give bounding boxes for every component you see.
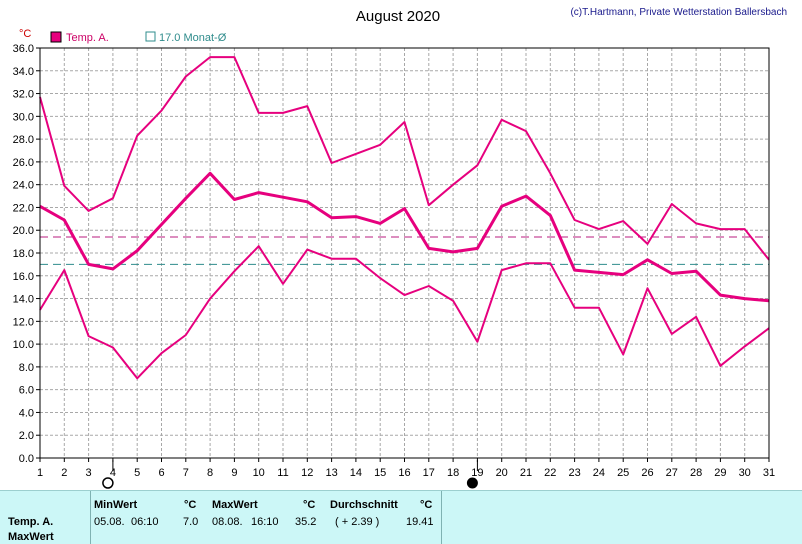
y-tick-label: 34.0: [13, 66, 34, 78]
avg-value: 19.41: [406, 516, 434, 528]
max-date: 08.08.: [212, 516, 243, 528]
x-tick-label: 31: [763, 467, 775, 479]
y-tick-label: 24.0: [13, 180, 34, 192]
x-tick-label: 14: [350, 467, 362, 479]
legend-label-month-avg: 17.0 Monat-Ø: [159, 32, 227, 44]
y-tick-label: 0.0: [19, 453, 34, 465]
row-sublabel: MaxWert: [8, 531, 54, 543]
x-tick-label: 1: [37, 467, 43, 479]
x-tick-label: 27: [666, 467, 678, 479]
y-tick-label: 16.0: [13, 271, 34, 283]
x-tick-label: 18: [447, 467, 459, 479]
x-tick-label: 15: [374, 467, 386, 479]
y-tick-label: 22.0: [13, 202, 34, 214]
min-date: 05.08.: [94, 516, 125, 528]
y-tick-label: 30.0: [13, 111, 34, 123]
x-tick-label: 17: [423, 467, 435, 479]
temperature-chart: 0.0 2.0 4.0 6.0 8.0 10.0 12.0 14.0 16.0 18.0 20.0 2…: [0, 0, 802, 490]
x-tick-label: 16: [398, 467, 410, 479]
chart-title: August 2020: [356, 8, 440, 25]
x-tick-label: 25: [617, 467, 629, 479]
avg-unit: °C: [420, 499, 433, 511]
statistics-panel: MinWert °C MaxWert °C Durchschnitt °C Te…: [0, 490, 802, 544]
series-lines: [39, 56, 770, 380]
x-tick-label: 24: [593, 467, 605, 479]
y-tick-label: 14.0: [13, 294, 34, 306]
y-tick-label: 10.0: [13, 339, 34, 351]
min-header: MinWert: [94, 499, 138, 511]
x-tick-label: 5: [134, 467, 140, 479]
y-unit-label: °C: [19, 28, 31, 40]
full-moon-icon: [102, 477, 114, 489]
y-axis-ticks: 0.0 2.0 4.0 6.0 8.0 10.0 12.0 14.0 16.0 18.0 20.0 2…: [13, 43, 40, 465]
x-tick-label: 2: [61, 467, 67, 479]
x-tick-label: 21: [520, 467, 532, 479]
x-tick-label: 3: [86, 467, 92, 479]
y-tick-label: 32.0: [13, 89, 34, 101]
x-tick-label: 19: [471, 467, 483, 479]
chart-background: [0, 0, 802, 490]
y-tick-label: 12.0: [13, 316, 34, 328]
legend: Temp. A. 17.0 Monat-Ø: [50, 31, 227, 44]
y-tick-label: 28.0: [13, 134, 34, 146]
x-tick-label: 20: [496, 467, 508, 479]
x-tick-label: 30: [739, 467, 751, 479]
max-unit: °C: [303, 499, 316, 511]
series-line-min: [39, 245, 770, 380]
x-tick-label: 10: [253, 467, 265, 479]
panel-divider: [90, 491, 91, 544]
y-tick-label: 2.0: [19, 430, 34, 442]
min-value: 7.0: [183, 516, 199, 528]
row-label: Temp. A.: [8, 516, 54, 528]
max-value: 35.2: [295, 516, 317, 528]
x-tick-label: 28: [690, 467, 702, 479]
y-tick-label: 18.0: [13, 248, 34, 260]
chart-grid: [40, 48, 769, 458]
series-line-mean: [39, 171, 770, 303]
new-moon-icon: [466, 477, 478, 489]
max-header: MaxWert: [212, 499, 258, 511]
min-time: 06:10: [131, 516, 159, 528]
max-time: 16:10: [251, 516, 279, 528]
x-tick-label: 9: [231, 467, 237, 479]
legend-swatch-month-avg: [145, 31, 156, 42]
reference-lines: [40, 236, 769, 265]
x-tick-label: 26: [641, 467, 653, 479]
y-tick-label: 4.0: [19, 407, 34, 419]
y-tick-label: 36.0: [13, 43, 34, 55]
x-tick-label: 13: [325, 467, 337, 479]
y-tick-label: 20.0: [13, 225, 34, 237]
moon-phase-markers: [102, 460, 478, 489]
x-tick-label: 23: [568, 467, 580, 479]
x-tick-label: 22: [544, 467, 556, 479]
legend-swatch-temp: [50, 31, 62, 43]
y-tick-label: 26.0: [13, 157, 34, 169]
panel-divider: [441, 491, 442, 544]
x-tick-label: 8: [207, 467, 213, 479]
y-tick-label: 6.0: [19, 385, 34, 397]
x-tick-label: 6: [158, 467, 164, 479]
x-tick-label: 11: [277, 467, 288, 479]
x-tick-label: 12: [301, 467, 313, 479]
y-tick-label: 8.0: [19, 362, 34, 374]
copyright-text: (c)T.Hartmann, Private Wetterstation Bal…: [570, 7, 787, 18]
avg-delta: ( + 2.39 ): [335, 516, 380, 528]
series-line-max: [39, 56, 770, 261]
x-tick-label: 29: [714, 467, 726, 479]
min-unit: °C: [184, 499, 197, 511]
x-tick-label: 4: [110, 467, 116, 479]
avg-header: Durchschnitt: [330, 499, 398, 511]
x-tick-label: 7: [183, 467, 189, 479]
legend-label-temp: Temp. A.: [66, 32, 109, 44]
x-axis-ticks: 1 2 3 4 5 6 7 8 9 10 11 12 13 14 15 16 17 18 19 20 21 22 23 24 2…: [37, 458, 775, 479]
